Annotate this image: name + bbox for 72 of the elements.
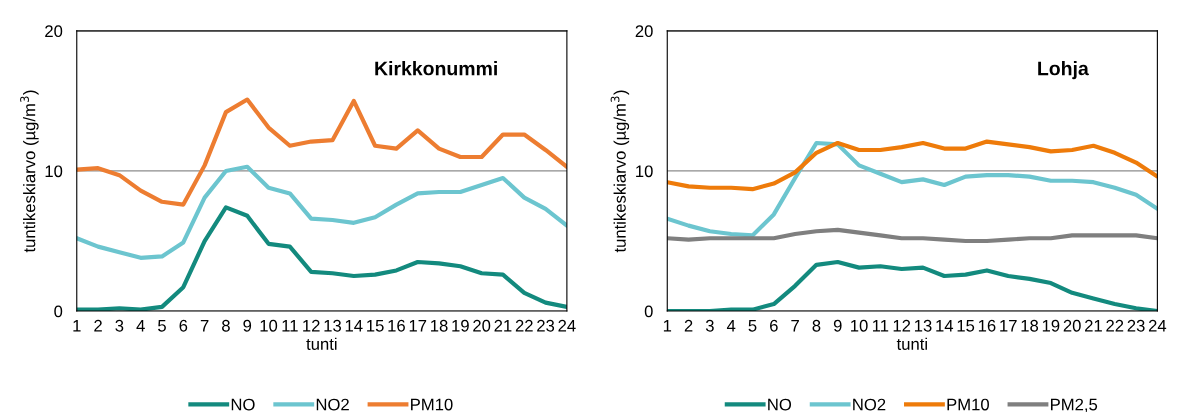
y-axis-title: tuntikeskiarvo (µg/m$^{3}$) bbox=[610, 90, 630, 253]
x-tick-label: 18 bbox=[1021, 319, 1039, 332]
line-series bbox=[667, 139, 1158, 192]
x-tick-label: 1 bbox=[663, 320, 672, 332]
x-tick-label: 12 bbox=[303, 319, 320, 332]
x-tick-label: 5 bbox=[158, 320, 166, 332]
x-tick-label: 9 bbox=[243, 319, 252, 332]
x-tick-label: 10 bbox=[260, 319, 278, 332]
x-tick-label: 18 bbox=[431, 319, 448, 332]
x-tick-label: 7 bbox=[791, 320, 799, 332]
x-tick-label: 21 bbox=[1085, 319, 1102, 332]
x-tick-label: 2 bbox=[94, 319, 102, 332]
x-tick-label: 11 bbox=[282, 320, 298, 332]
x-tick-label: 24 bbox=[558, 319, 576, 332]
x-tick-label: 8 bbox=[222, 319, 230, 332]
legend-label: NO2 bbox=[853, 398, 886, 411]
x-axis-title: tunti bbox=[306, 337, 337, 350]
x-tick-label: 13 bbox=[914, 319, 932, 332]
x-tick-label: 10 bbox=[851, 319, 868, 332]
x-tick-label: 20 bbox=[473, 319, 491, 332]
x-tick-label: 23 bbox=[537, 319, 555, 332]
x-tick-label: 4 bbox=[136, 320, 145, 332]
x-tick-label: 16 bbox=[978, 319, 996, 332]
x-tick-label: 22 bbox=[1106, 319, 1124, 332]
line-series bbox=[76, 97, 567, 207]
y-tick-label: 10 bbox=[636, 165, 653, 178]
legend-label: PM10 bbox=[947, 398, 989, 411]
x-tick-label: 16 bbox=[388, 319, 405, 332]
x-tick-label: 3 bbox=[705, 319, 714, 332]
y-tick-label: 10 bbox=[45, 165, 63, 178]
x-tick-label: 21 bbox=[494, 319, 512, 332]
x-tick-label: 13 bbox=[324, 319, 342, 332]
y-tick-label: 20 bbox=[635, 25, 653, 38]
legend-label: NO2 bbox=[316, 398, 349, 411]
legend-label: PM2,5 bbox=[1051, 398, 1098, 412]
y-tick-label: 20 bbox=[45, 25, 63, 38]
text: Lohja bbox=[1038, 61, 1089, 80]
x-tick-label: 4 bbox=[726, 320, 736, 332]
legend-label: PM10 bbox=[411, 398, 453, 411]
line-series bbox=[667, 140, 1158, 238]
x-tick-label: 24 bbox=[1148, 319, 1167, 332]
x-tick-label: 1 bbox=[73, 320, 81, 332]
x-axis-title: tunti bbox=[896, 337, 927, 350]
x-tick-label: 14 bbox=[936, 320, 954, 332]
y-tick-label: 0 bbox=[644, 305, 653, 318]
x-tick-label: 3 bbox=[115, 319, 124, 332]
legend-label: NO bbox=[768, 398, 792, 411]
x-tick-label: 19 bbox=[1042, 319, 1060, 332]
x-tick-label: 6 bbox=[179, 319, 188, 332]
x-tick-label: 7 bbox=[200, 320, 209, 332]
x-tick-label: 11 bbox=[872, 320, 889, 332]
y-axis-title: tuntikeskiarvo (µg/m$^{3}$) bbox=[20, 90, 39, 253]
x-tick-label: 17 bbox=[409, 320, 427, 332]
line-series bbox=[667, 227, 1158, 244]
x-tick-label: 14 bbox=[345, 320, 363, 332]
legend-label: NO bbox=[231, 398, 255, 411]
x-tick-label: 8 bbox=[812, 319, 821, 332]
x-tick-label: 17 bbox=[1000, 320, 1017, 332]
text: Kirkkonummi bbox=[375, 61, 497, 76]
x-tick-label: 5 bbox=[748, 320, 757, 332]
x-tick-label: 20 bbox=[1063, 319, 1081, 332]
x-tick-label: 2 bbox=[684, 319, 693, 332]
x-tick-label: 22 bbox=[515, 319, 533, 332]
y-tick-label: 0 bbox=[54, 305, 63, 318]
x-tick-label: 23 bbox=[1127, 319, 1145, 332]
line-series bbox=[76, 164, 567, 260]
x-tick-label: 15 bbox=[957, 320, 975, 332]
x-tick-label: 6 bbox=[770, 319, 778, 332]
x-tick-label: 19 bbox=[452, 319, 469, 332]
x-tick-label: 9 bbox=[833, 319, 842, 332]
x-tick-label: 12 bbox=[893, 319, 911, 332]
x-tick-label: 15 bbox=[367, 320, 384, 332]
